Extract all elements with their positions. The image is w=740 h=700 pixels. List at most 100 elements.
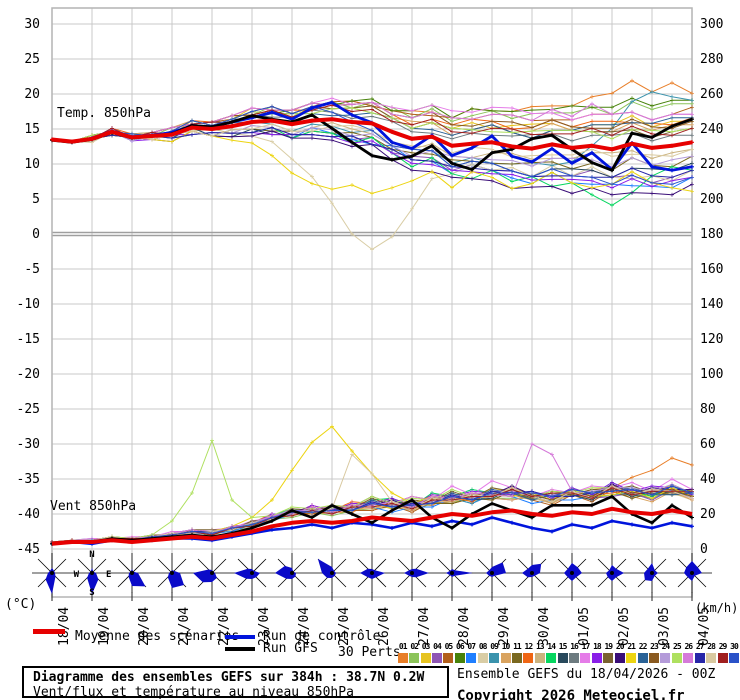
pert-cell: 17 <box>580 642 591 663</box>
date-label: 01/05 <box>577 607 592 646</box>
left-axis-tick: 15 <box>24 122 40 137</box>
pert-number: 30 <box>730 642 739 651</box>
left-axis-unit: (°C) <box>5 597 36 612</box>
pert-cell: 14 <box>545 642 557 663</box>
legend-mean-label: Moyenne des scénarios <box>75 629 240 644</box>
pert-cell: 15 <box>557 642 568 663</box>
pert-color-swatch <box>660 653 671 663</box>
wind-rose <box>72 553 112 594</box>
pert-number: 09 <box>490 642 499 651</box>
pert-color-swatch <box>626 653 637 663</box>
pert-number: 05 <box>444 642 454 651</box>
pert-cell: 03 <box>420 642 431 663</box>
title-box: Diagramme des ensembles GEFS sur 384h : … <box>22 666 449 700</box>
pert-number: 12 <box>524 642 534 651</box>
left-axis-tick: 0 <box>32 227 40 242</box>
pert-number: 22 <box>638 642 648 651</box>
pert-number: 14 <box>547 642 556 651</box>
compass-e-label: E <box>106 570 111 580</box>
pert-cell: 18 <box>591 642 602 663</box>
pert-cell: 07 <box>466 642 477 663</box>
pert-color-swatch <box>477 653 488 663</box>
pert-number: 03 <box>421 642 431 651</box>
pert-number: 15 <box>558 642 568 651</box>
pert-cell: 13 <box>534 642 545 663</box>
pert-number: 28 <box>707 642 716 651</box>
wind-rose <box>672 553 712 593</box>
pert-cell: 08 <box>477 642 488 663</box>
wind-rose <box>552 553 592 593</box>
wind-rose <box>592 553 632 593</box>
pert-color-swatch <box>603 653 614 663</box>
date-label: 30/04 <box>537 607 552 646</box>
right-axis-tick: 260 <box>700 87 723 102</box>
date-label: 24/04 <box>297 607 312 646</box>
wind-rose <box>152 553 192 593</box>
pert-color-swatch <box>431 653 442 663</box>
right-axis-tick: 0 <box>700 542 708 557</box>
pert-number: 21 <box>627 642 636 651</box>
compass-n-label: N <box>89 550 94 560</box>
pert-cell: 10 <box>500 642 511 663</box>
pert-cell: 09 <box>488 642 500 663</box>
pert-number: 29 <box>718 642 728 651</box>
pert-color-swatch <box>683 653 694 663</box>
right-axis-tick: 300 <box>700 17 723 32</box>
pert-cell: 19 <box>603 642 614 663</box>
pert-cell: 29 <box>717 642 728 663</box>
wind-rose <box>432 553 473 593</box>
wind-panel-label: Vent 850hPa <box>50 499 136 514</box>
pert-color-swatch <box>728 653 739 663</box>
pert-color-swatch <box>489 653 500 663</box>
pert-color-swatch <box>637 653 648 663</box>
date-label: 29/04 <box>497 607 512 646</box>
date-label: 20/04 <box>137 607 152 646</box>
pert-number: 27 <box>695 642 705 651</box>
right-axis-tick: 80 <box>700 402 716 417</box>
date-label: 02/05 <box>617 607 632 646</box>
pert-number: 17 <box>581 642 591 651</box>
date-label: 03/05 <box>657 607 672 646</box>
pert-cell: 04 <box>431 642 442 663</box>
left-axis-tick: 5 <box>32 192 40 207</box>
right-axis-tick: 240 <box>700 122 723 137</box>
pert-cell: 25 <box>671 642 682 663</box>
pert-color-swatch <box>569 653 580 663</box>
left-axis-tick: -45 <box>17 542 40 557</box>
right-axis-tick: 20 <box>700 507 716 522</box>
date-label: 27/04 <box>417 607 432 646</box>
pert-number: 06 <box>456 642 465 651</box>
wind-rose <box>392 553 432 593</box>
pert-color-swatch <box>511 653 522 663</box>
pert-color-swatch <box>443 653 454 663</box>
wind-rose <box>632 553 672 593</box>
left-axis-tick: -40 <box>17 507 40 522</box>
pert-cell: 23 <box>648 642 659 663</box>
wind-rose <box>312 553 352 593</box>
pert-cell: 11 <box>511 642 522 663</box>
right-axis-tick: 160 <box>700 262 723 277</box>
right-axis-tick: 60 <box>700 437 716 452</box>
pert-number: 19 <box>604 642 613 651</box>
pert-color-swatch <box>591 653 602 663</box>
pert-number: 23 <box>650 642 659 651</box>
right-axis-tick: 280 <box>700 52 723 67</box>
right-axis-tick: 100 <box>700 367 723 382</box>
pert-color-swatch <box>671 653 682 663</box>
pert-color-swatch <box>500 653 511 663</box>
run-info: Ensemble GEFS du 18/04/2026 - 00Z <box>457 667 716 682</box>
right-axis-tick: 120 <box>700 332 723 347</box>
pert-color-swatch <box>546 653 557 663</box>
pert-color-swatch <box>694 653 705 663</box>
pert-cell: 05 <box>443 642 454 663</box>
perts-strip: 01 02 03 04 05 06 07 08 09 10 11 12 13 14 15 16 17 18 19 20… <box>397 642 740 663</box>
legend-gfs-swatch <box>225 647 255 651</box>
left-axis-tick: -20 <box>17 367 40 382</box>
diagram-subtitle: Vent/flux et température au niveau 850hP… <box>33 685 354 700</box>
pert-color-swatch <box>580 653 591 663</box>
right-axis-unit: (km/h) <box>695 601 738 615</box>
wind-mean-line <box>51 506 693 546</box>
pert-color-swatch <box>523 653 534 663</box>
right-axis-tick: 140 <box>700 297 723 312</box>
